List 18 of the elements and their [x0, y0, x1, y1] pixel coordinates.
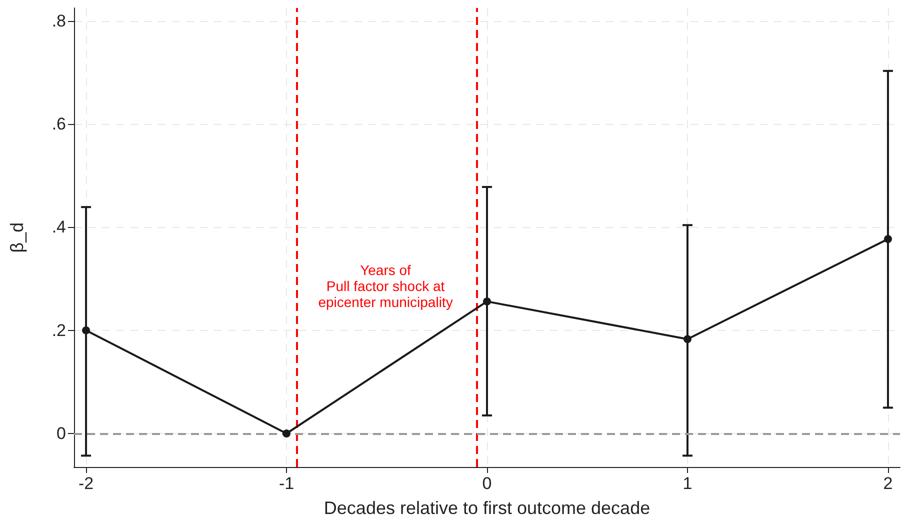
annotation: Years of Pull factor shock at epicenter municipality [318, 262, 453, 310]
y-tick-label: 0 [56, 424, 66, 443]
x-tick-label: 1 [682, 474, 692, 493]
point [683, 335, 692, 344]
x-axis-title: Decades relative to first outcome decade [324, 498, 650, 518]
y-tick-label: .8 [52, 11, 66, 30]
point [82, 326, 90, 334]
x-tick-label: 2 [883, 474, 893, 493]
y-tick-label: .2 [52, 320, 66, 340]
y-tick-label: .4 [52, 218, 66, 237]
x-tick-label: 0 [482, 474, 492, 493]
point [282, 429, 291, 438]
x-tick-label: -1 [278, 474, 294, 493]
y-axis-title: β_d [7, 222, 27, 253]
point [483, 297, 491, 306]
point [884, 235, 892, 244]
y-tick-label: .6 [52, 114, 66, 134]
x-tick-label: -2 [78, 474, 94, 493]
